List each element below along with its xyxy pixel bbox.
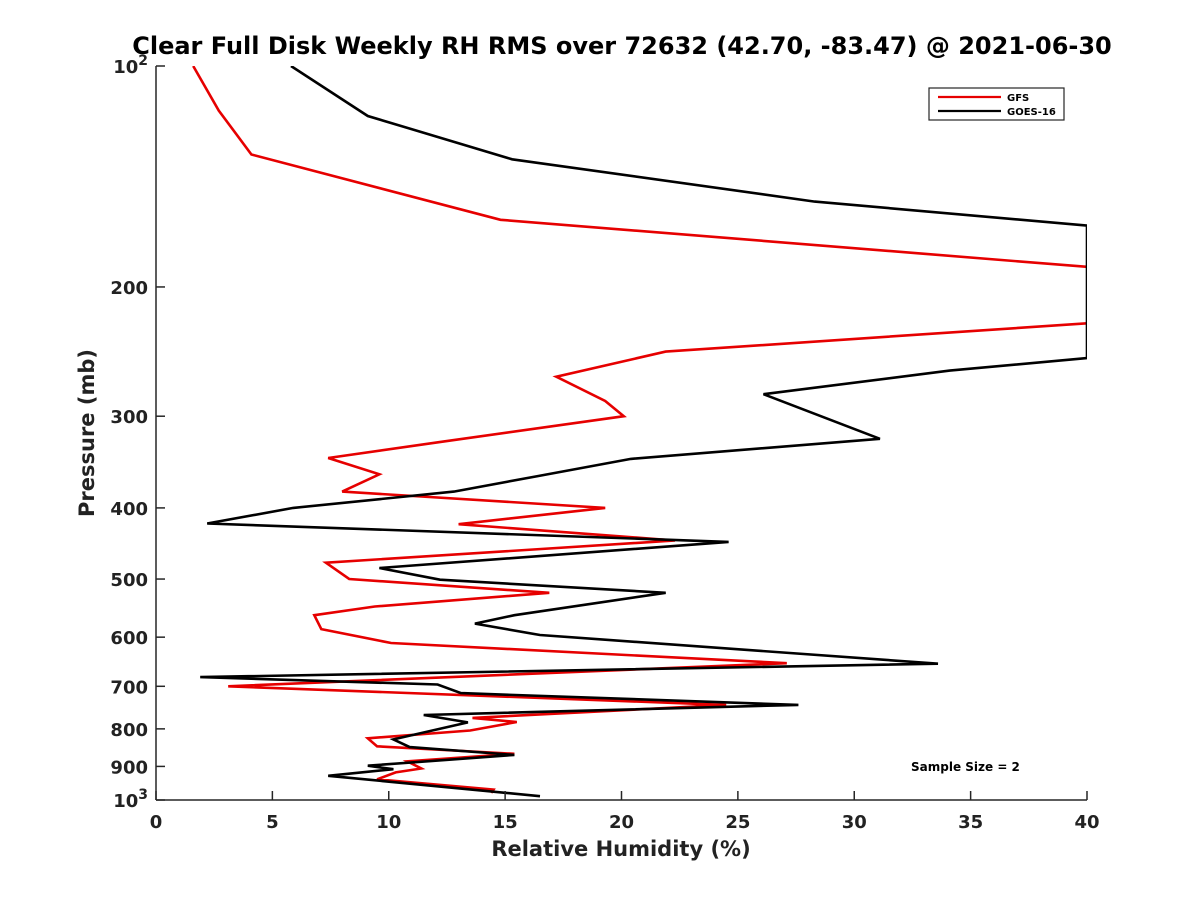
x-tick-label: 10 <box>376 812 401 833</box>
plot-area: 0 5 10 15 20 25 30 35 40 102 200 300 400 500 600 700 80… <box>110 53 1100 833</box>
y-tick-label: 500 <box>110 570 148 591</box>
x-tick-label: 15 <box>493 812 518 833</box>
y-tick-label: 900 <box>110 757 148 778</box>
x-tick-label: 40 <box>1074 812 1099 833</box>
y-tick-label: 700 <box>110 677 148 698</box>
x-axis-label: Relative Humidity (%) <box>491 837 750 861</box>
chart-title: Clear Full Disk Weekly RH RMS over 72632… <box>132 32 1112 60</box>
series-line-goes16 <box>200 66 1087 798</box>
x-tick-label: 20 <box>609 812 634 833</box>
x-tick-label: 35 <box>958 812 983 833</box>
y-tick-label: 102 <box>113 53 148 78</box>
sample-size-annotation: Sample Size = 2 <box>911 760 1020 774</box>
x-tick-label: 30 <box>842 812 867 833</box>
x-tick-label: 0 <box>150 812 163 833</box>
x-tick-label: 5 <box>266 812 279 833</box>
series-line-gfs <box>192 66 1087 794</box>
legend-label-goes16: GOES-16 <box>1007 107 1056 118</box>
legend: GFS GOES-16 <box>928 87 1065 121</box>
y-tick-label: 400 <box>110 499 148 520</box>
y-tick-label: 800 <box>110 720 148 741</box>
x-tick-label: 25 <box>725 812 750 833</box>
legend-box <box>928 87 1065 121</box>
x-axis-ticks: 0 5 10 15 20 25 30 35 40 <box>150 791 1100 833</box>
legend-label-gfs: GFS <box>1007 93 1029 104</box>
y-tick-label: 300 <box>110 407 148 428</box>
y-tick-label: 200 <box>110 278 148 299</box>
y-axis-label: Pressure (mb) <box>75 349 99 517</box>
y-axis-ticks: 102 200 300 400 500 600 700 800 900 103 <box>110 53 165 812</box>
y-tick-label: 600 <box>110 628 148 649</box>
y-tick-label: 103 <box>113 787 148 812</box>
